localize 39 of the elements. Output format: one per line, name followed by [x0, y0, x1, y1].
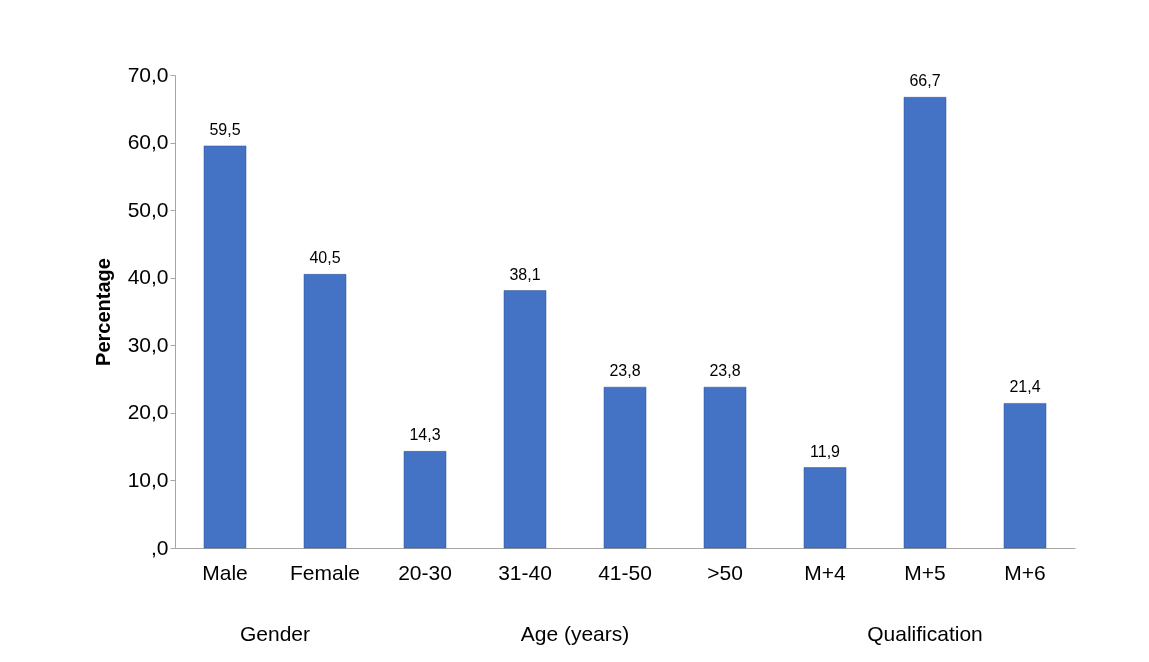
x-tick-label: >50 — [707, 560, 743, 584]
data-label: 23,8 — [709, 362, 741, 380]
y-tick-label: 30,0 — [127, 332, 169, 356]
data-label: 21,4 — [1009, 378, 1041, 396]
bar — [903, 97, 947, 549]
data-label: 11,9 — [810, 442, 841, 460]
y-tick-label: 20,0 — [127, 400, 169, 424]
data-label: 66,7 — [909, 72, 941, 90]
data-label: 14,3 — [409, 426, 441, 444]
bar — [803, 467, 847, 549]
y-tick-label: 50,0 — [127, 197, 169, 221]
x-tick-label: Female — [289, 560, 361, 584]
bar — [703, 386, 747, 549]
x-tick-label: 20-30 — [398, 560, 452, 584]
x-tick-label: M+5 — [904, 560, 946, 584]
y-tick-label: 40,0 — [127, 265, 169, 289]
bar — [303, 274, 347, 549]
data-label: 38,1 — [509, 265, 541, 283]
text: Gender — [239, 622, 311, 645]
x-tick-label: 31-40 — [498, 560, 552, 584]
bar — [403, 451, 447, 549]
x-tick-label: 41-50 — [598, 560, 652, 584]
data-label: 59,5 — [209, 120, 241, 138]
bar — [503, 290, 547, 549]
data-label: 40,5 — [309, 249, 341, 267]
x-tick-label: Male — [202, 560, 248, 584]
data-label: 23,8 — [609, 362, 641, 380]
text: Age (years) — [520, 622, 630, 645]
y-tick-label: 60,0 — [127, 130, 169, 154]
bar — [603, 386, 647, 549]
bar — [203, 145, 247, 549]
y-tick-label: 10,0 — [127, 467, 169, 491]
x-tick-label: M+4 — [804, 560, 847, 584]
x-tick-label: M+6 — [1004, 560, 1046, 584]
y-tick-label: 70,0 — [127, 62, 169, 86]
text: Qualification — [867, 622, 983, 645]
bar — [1003, 403, 1047, 549]
y-axis-title: Percentage — [91, 258, 114, 366]
y-tick-label: ,0 — [150, 535, 169, 559]
